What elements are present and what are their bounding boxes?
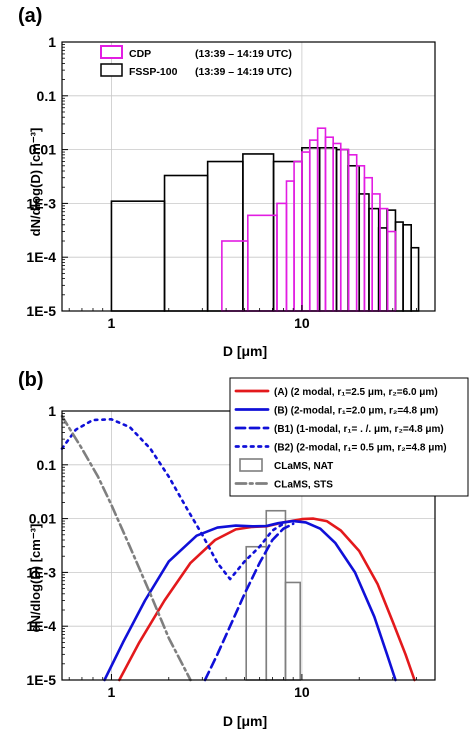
curve-b: [103, 519, 397, 682]
panel-a: (a) 1E-5 1E-4 1E-3 0.01 0.1 1 1 10 dN/dlog(D) […: [18, 5, 436, 359]
panel-a-histograms: [110, 127, 420, 312]
panel-a-x-axis-label: D [μm]: [223, 343, 267, 359]
panel-a-x-tick-label: 1: [108, 315, 116, 331]
histogram-bar-fssp-100: [110, 200, 166, 312]
panel-b-y-tick-label: 1: [48, 403, 56, 419]
panel-a-y-tick-label: 1E-5: [26, 303, 56, 319]
panel-a-y-tick-label: 0.1: [37, 88, 57, 104]
histogram-bar-cdp: [247, 214, 278, 312]
panel-b-y-axis-label: dN/dlog(D) [cm⁻³]: [28, 524, 43, 633]
panel-a-y-tick-label: 0.01: [29, 142, 56, 158]
histogram-bar-cdp: [316, 127, 327, 312]
legend-b-label: CLaMS, STS: [274, 480, 333, 491]
curve-clams-sts: [60, 414, 192, 682]
clams-nat-bar: [284, 581, 302, 681]
histogram-bar-cdp: [308, 139, 319, 312]
legend-b-label: CLaMS, NAT: [274, 461, 333, 472]
panel-a-x-tick-label: 10: [294, 315, 310, 331]
panel-a-y-tick-label: 1E-4: [26, 249, 56, 265]
legend-cdp-swatch: [100, 45, 123, 59]
legend-fssp-label: FSSP-100: [129, 66, 178, 78]
panel-a-y-tick-label: 1E-3: [26, 195, 56, 211]
histogram-bar-fssp-100: [272, 160, 303, 312]
histogram-bar-cdp: [324, 136, 334, 312]
panel-a-label: (a): [18, 5, 42, 27]
legend-b-label: (B2) (2-modal, r₁= 0.5 μm, r₂=4.8 μm): [274, 443, 447, 454]
histogram-bar-fssp-100: [402, 224, 413, 312]
histogram-bar-cdp: [347, 154, 358, 312]
histogram-bar-cdp: [355, 164, 366, 312]
legend-fssp-swatch: [100, 63, 123, 77]
panel-a-plot-area: [61, 41, 436, 312]
curve-b2: [60, 417, 285, 581]
panel-b-ticks: 1E-5 1E-4 1E-3 0.01 0.1 1 1 10: [26, 403, 436, 700]
panel-b-y-tick-label: 0.1: [37, 457, 57, 473]
legend-fssp-time: (13:39 – 14:19 UTC): [195, 66, 292, 78]
histogram-bar-cdp: [285, 180, 295, 312]
panel-b-x-tick-label: 1: [108, 684, 116, 700]
histogram-bar-fssp-100: [206, 160, 244, 312]
histogram-bar-fssp-100: [368, 207, 380, 312]
legend-b-label: (B) (2-modal, r₁=2.0 μm, r₂=4.8 μm): [274, 406, 438, 417]
panel-b-y-tick-label: 1E-3: [26, 564, 56, 580]
histogram-bar-fssp-100: [347, 164, 361, 312]
histogram-bar-fssp-100: [318, 147, 338, 312]
panel-b-legend-box: [229, 377, 469, 497]
clams-nat-bar: [245, 545, 268, 681]
histogram-bar-cdp: [386, 230, 397, 312]
panel-b-x-axis-label: D [μm]: [223, 713, 267, 729]
histogram-bar-fssp-100: [335, 148, 349, 312]
panel-a-y-axis-label: dN/dlog(D) [cm⁻³]: [28, 128, 43, 237]
panel-a-y-tick-label: 1: [48, 34, 56, 50]
legend-b-label: (A) (2 modal, r₁=2.5 μm, r₂=6.0 μm): [274, 387, 438, 398]
histogram-bar-fssp-100: [163, 174, 209, 312]
histogram-bar-cdp: [293, 160, 303, 312]
panel-b-legend: (A) (2 modal, r₁=2.5 μm, r₂=6.0 μm) (B) (…: [229, 377, 469, 497]
legend-cdp-label: CDP: [129, 48, 151, 60]
panel-b-label: (b): [18, 369, 44, 391]
histogram-bar-cdp: [301, 151, 311, 312]
panel-b-x-tick-label: 10: [294, 684, 310, 700]
panel-b: (b) 1E-5 1E-4 1E-3 0.01 0.1 1 1 10 dN/dlog(D) […: [18, 369, 469, 729]
panel-a-ticks: 1E-5 1E-4 1E-3 0.01 0.1 1 1 10: [26, 34, 436, 331]
legend-b-label: (B1) (1-modal, r₁= . /. μm, r₂=4.8 μm): [274, 424, 444, 435]
legend-cdp-time: (13:39 – 14:19 UTC): [195, 48, 292, 60]
histogram-bar-cdp: [221, 240, 249, 312]
panel-a-legend: CDP (13:39 – 14:19 UTC) FSSP-100 (13:39 …: [100, 45, 292, 78]
legend-b-swatch: [239, 458, 263, 472]
curve-b1: [203, 522, 295, 682]
histogram-bar-fssp-100: [394, 221, 404, 312]
panel-b-y-tick-label: 0.01: [29, 511, 56, 527]
panel-b-y-tick-label: 1E-5: [26, 672, 56, 688]
panel-b-y-tick-label: 1E-4: [26, 618, 56, 634]
